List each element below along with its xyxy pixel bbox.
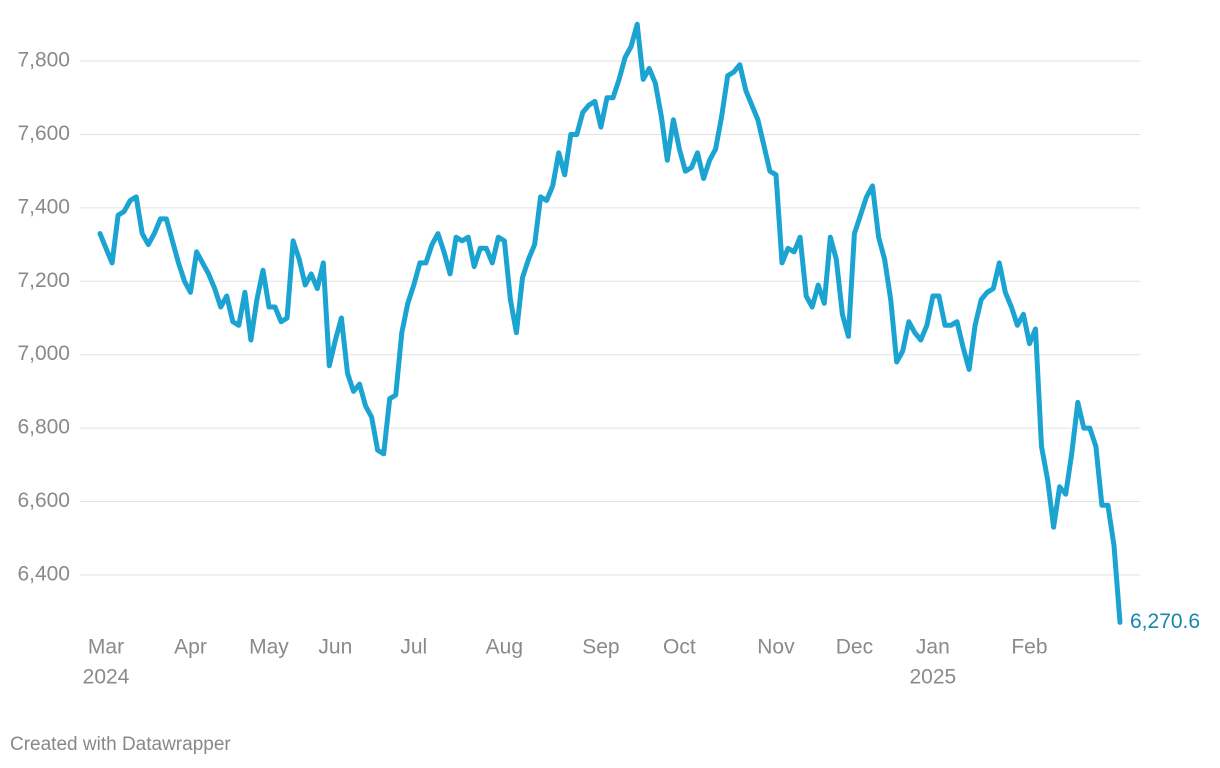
x-tick-label: Aug — [486, 636, 523, 659]
y-tick-label: 7,000 — [17, 342, 70, 365]
y-tick-label: 7,600 — [17, 122, 70, 145]
x-tick-label: Oct — [663, 636, 696, 659]
y-tick-label: 7,200 — [17, 269, 70, 292]
x-tick-label: Jul — [400, 636, 427, 659]
value-label: 6,270.6 — [1130, 610, 1200, 633]
x-tick-label: Mar — [88, 636, 124, 659]
y-tick-label: 6,400 — [17, 562, 70, 585]
y-tick-label: 6,600 — [17, 489, 70, 512]
y-tick-label: 7,400 — [17, 195, 70, 218]
x-tick-label: Apr — [174, 636, 207, 659]
x-tick-label: Jan — [916, 636, 950, 659]
x-tick-label: Feb — [1011, 636, 1047, 659]
y-tick-label: 7,800 — [17, 49, 70, 72]
x-tick-label: Jun — [318, 636, 352, 659]
x-year-label: 2025 — [910, 666, 957, 689]
footer: Created with Datawrapper — [10, 734, 231, 755]
x-tick-label: Dec — [836, 636, 873, 659]
y-tick-label: 6,800 — [17, 416, 70, 439]
x-tick-label: Nov — [757, 636, 795, 659]
x-tick-label: May — [249, 636, 289, 659]
x-tick-label: Sep — [582, 636, 619, 659]
line — [97, 21, 1123, 625]
x-year-label: 2024 — [83, 666, 130, 689]
